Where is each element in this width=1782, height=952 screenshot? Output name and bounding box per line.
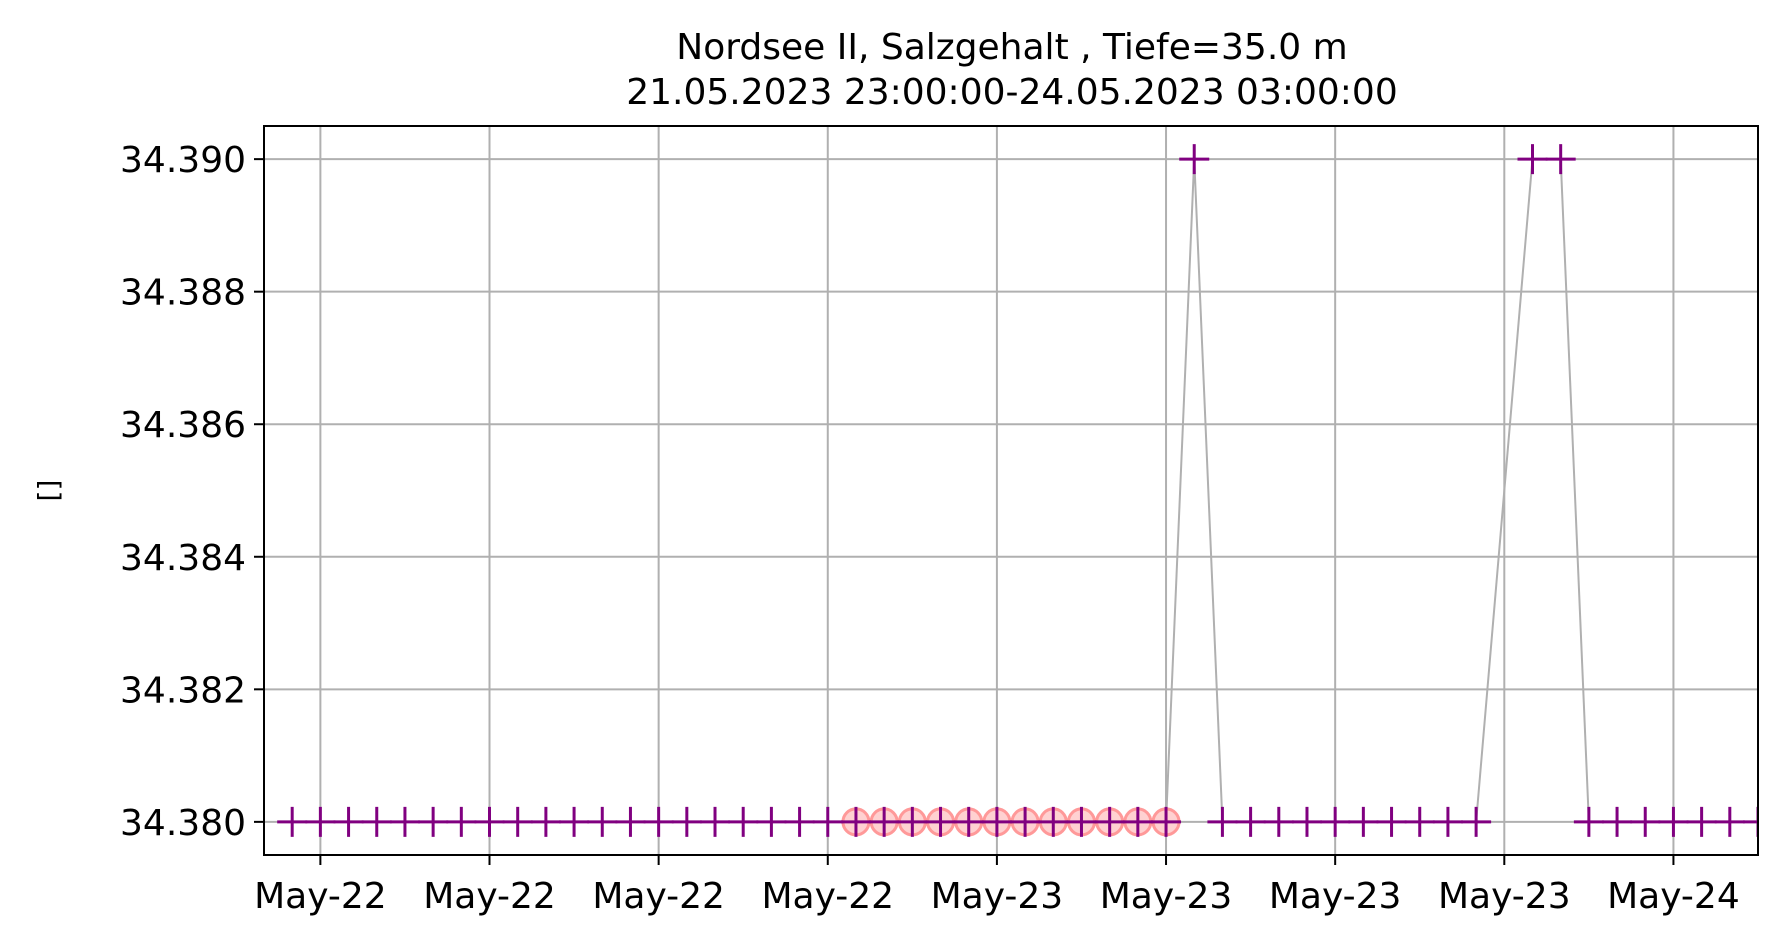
data-point <box>559 806 590 837</box>
data-point <box>643 806 674 837</box>
data-point <box>1376 806 1407 837</box>
data-point <box>1630 806 1661 837</box>
x-tick-label: May-23 <box>1269 876 1402 917</box>
data-point <box>587 806 618 837</box>
data-point <box>361 806 392 837</box>
data-point <box>812 806 843 837</box>
data-point <box>981 806 1012 837</box>
data-point <box>1545 144 1576 175</box>
x-tick-label: May-22 <box>423 876 556 917</box>
axis-ticks: May-22 May-22 May-22 May-22 May-23 May-23 May-… <box>120 140 1740 917</box>
data-points <box>277 144 1758 837</box>
chart-title: Nordsee II, Salzgehalt , Tiefe=35.0 m <box>676 27 1347 68</box>
data-point <box>897 806 928 837</box>
x-tick-label: May-23 <box>1438 876 1571 917</box>
y-tick-label: 34.388 <box>120 273 246 314</box>
x-tick-label: May-23 <box>931 876 1064 917</box>
data-point <box>1179 144 1210 175</box>
data-point <box>1010 806 1041 837</box>
data-point <box>756 806 787 837</box>
plot-frame <box>263 125 1759 856</box>
data-point <box>1348 806 1379 837</box>
chart-subtitle: 21.05.2023 23:00:00-24.05.2023 03:00:00 <box>626 72 1398 113</box>
x-tick-label: May-22 <box>592 876 725 917</box>
data-point <box>305 806 336 837</box>
data-point <box>1066 806 1097 837</box>
data-point <box>1263 806 1294 837</box>
data-point <box>1291 806 1322 837</box>
y-tick-label: 34.386 <box>120 405 246 446</box>
data-point <box>953 806 984 837</box>
data-point <box>1235 806 1266 837</box>
data-point <box>1686 806 1717 837</box>
data-point <box>389 806 420 837</box>
data-point <box>1094 806 1125 837</box>
y-tick-label: 34.384 <box>120 538 246 579</box>
data-point <box>1404 806 1435 837</box>
x-tick-label: May-24 <box>1607 876 1740 917</box>
data-point <box>840 806 871 837</box>
data-point <box>925 806 956 837</box>
data-point <box>1714 806 1745 837</box>
data-point <box>1207 806 1238 837</box>
data-point <box>1658 806 1689 837</box>
data-point <box>333 806 364 837</box>
y-tick-label: 34.382 <box>120 670 246 711</box>
data-point <box>277 806 308 837</box>
data-point <box>446 806 477 837</box>
data-point <box>418 806 449 837</box>
data-point <box>671 806 702 837</box>
data-point <box>1743 806 1758 837</box>
data-point <box>1602 806 1633 837</box>
data-point <box>1573 806 1604 837</box>
x-tick-label: May-23 <box>1100 876 1233 917</box>
data-point <box>869 806 900 837</box>
data-point <box>700 806 731 837</box>
data-point <box>1038 806 1069 837</box>
data-point <box>474 806 505 837</box>
data-point <box>728 806 759 837</box>
y-tick-label: 34.390 <box>120 140 246 181</box>
data-point <box>1151 806 1182 837</box>
data-point <box>1517 144 1548 175</box>
data-point <box>502 806 533 837</box>
data-point <box>1432 806 1463 837</box>
data-point <box>1461 806 1492 837</box>
y-axis-label: [] <box>32 480 65 502</box>
data-point <box>784 806 815 837</box>
y-tick-label: 34.380 <box>120 803 246 844</box>
data-point <box>530 806 561 837</box>
x-tick-label: May-22 <box>254 876 387 917</box>
data-point <box>1320 806 1351 837</box>
data-point <box>1122 806 1153 837</box>
x-tick-label: May-22 <box>761 876 894 917</box>
data-point <box>615 806 646 837</box>
